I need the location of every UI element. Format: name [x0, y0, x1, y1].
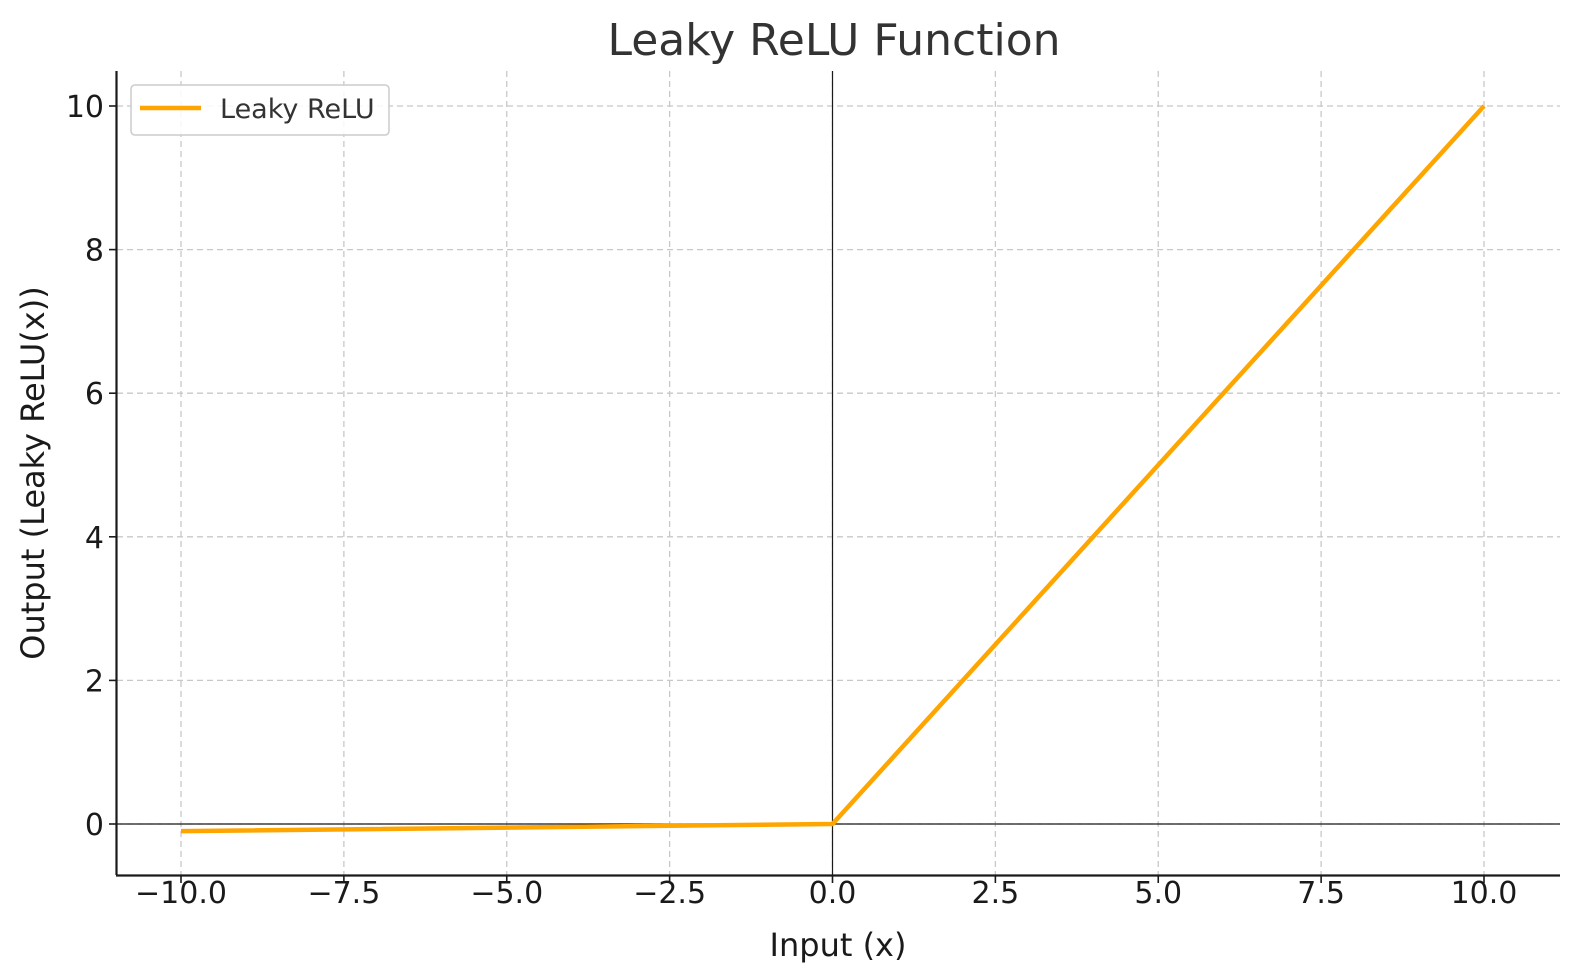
x-axis-label: Input (x): [770, 926, 907, 964]
y-ticks: 0 2 4 6 8 10: [66, 90, 117, 843]
series-layer: [180, 104, 1486, 834]
x-tick-label: −5.0: [470, 876, 543, 911]
y-tick-label: 0: [85, 808, 104, 843]
y-axis-label: Output (Leaky ReLU(x)): [14, 286, 52, 659]
zero-lines: [117, 71, 1560, 875]
legend-box: [130, 84, 390, 136]
x-tick-label: −7.5: [307, 876, 380, 911]
x-tick-label: −2.5: [633, 876, 706, 911]
y-tick-label: 4: [85, 521, 104, 556]
x-tick-label: 5.0: [1134, 876, 1182, 911]
x-tick-label: 0.0: [809, 876, 857, 911]
y-tick-label: 2: [85, 664, 104, 699]
x-tick-label: 10.0: [1451, 876, 1518, 911]
legend-label: Leaky ReLU: [220, 94, 375, 125]
x-tick-label: 7.5: [1297, 876, 1345, 911]
x-tick-label: −10.0: [135, 876, 227, 911]
x-tick-label: 2.5: [972, 876, 1020, 911]
x-ticks: −10.0 −7.5 −5.0 −2.5 0.0 2.5 5.0 7.5 10.0: [135, 875, 1517, 911]
series-line-0: [180, 104, 1486, 834]
y-tick-label: 8: [85, 234, 104, 269]
chart-title: Leaky ReLU Function: [607, 15, 1060, 66]
y-tick-label: 6: [85, 377, 104, 412]
legend: Leaky ReLU: [130, 84, 390, 136]
grid: [117, 71, 1560, 875]
y-tick-label: 10: [66, 90, 104, 125]
